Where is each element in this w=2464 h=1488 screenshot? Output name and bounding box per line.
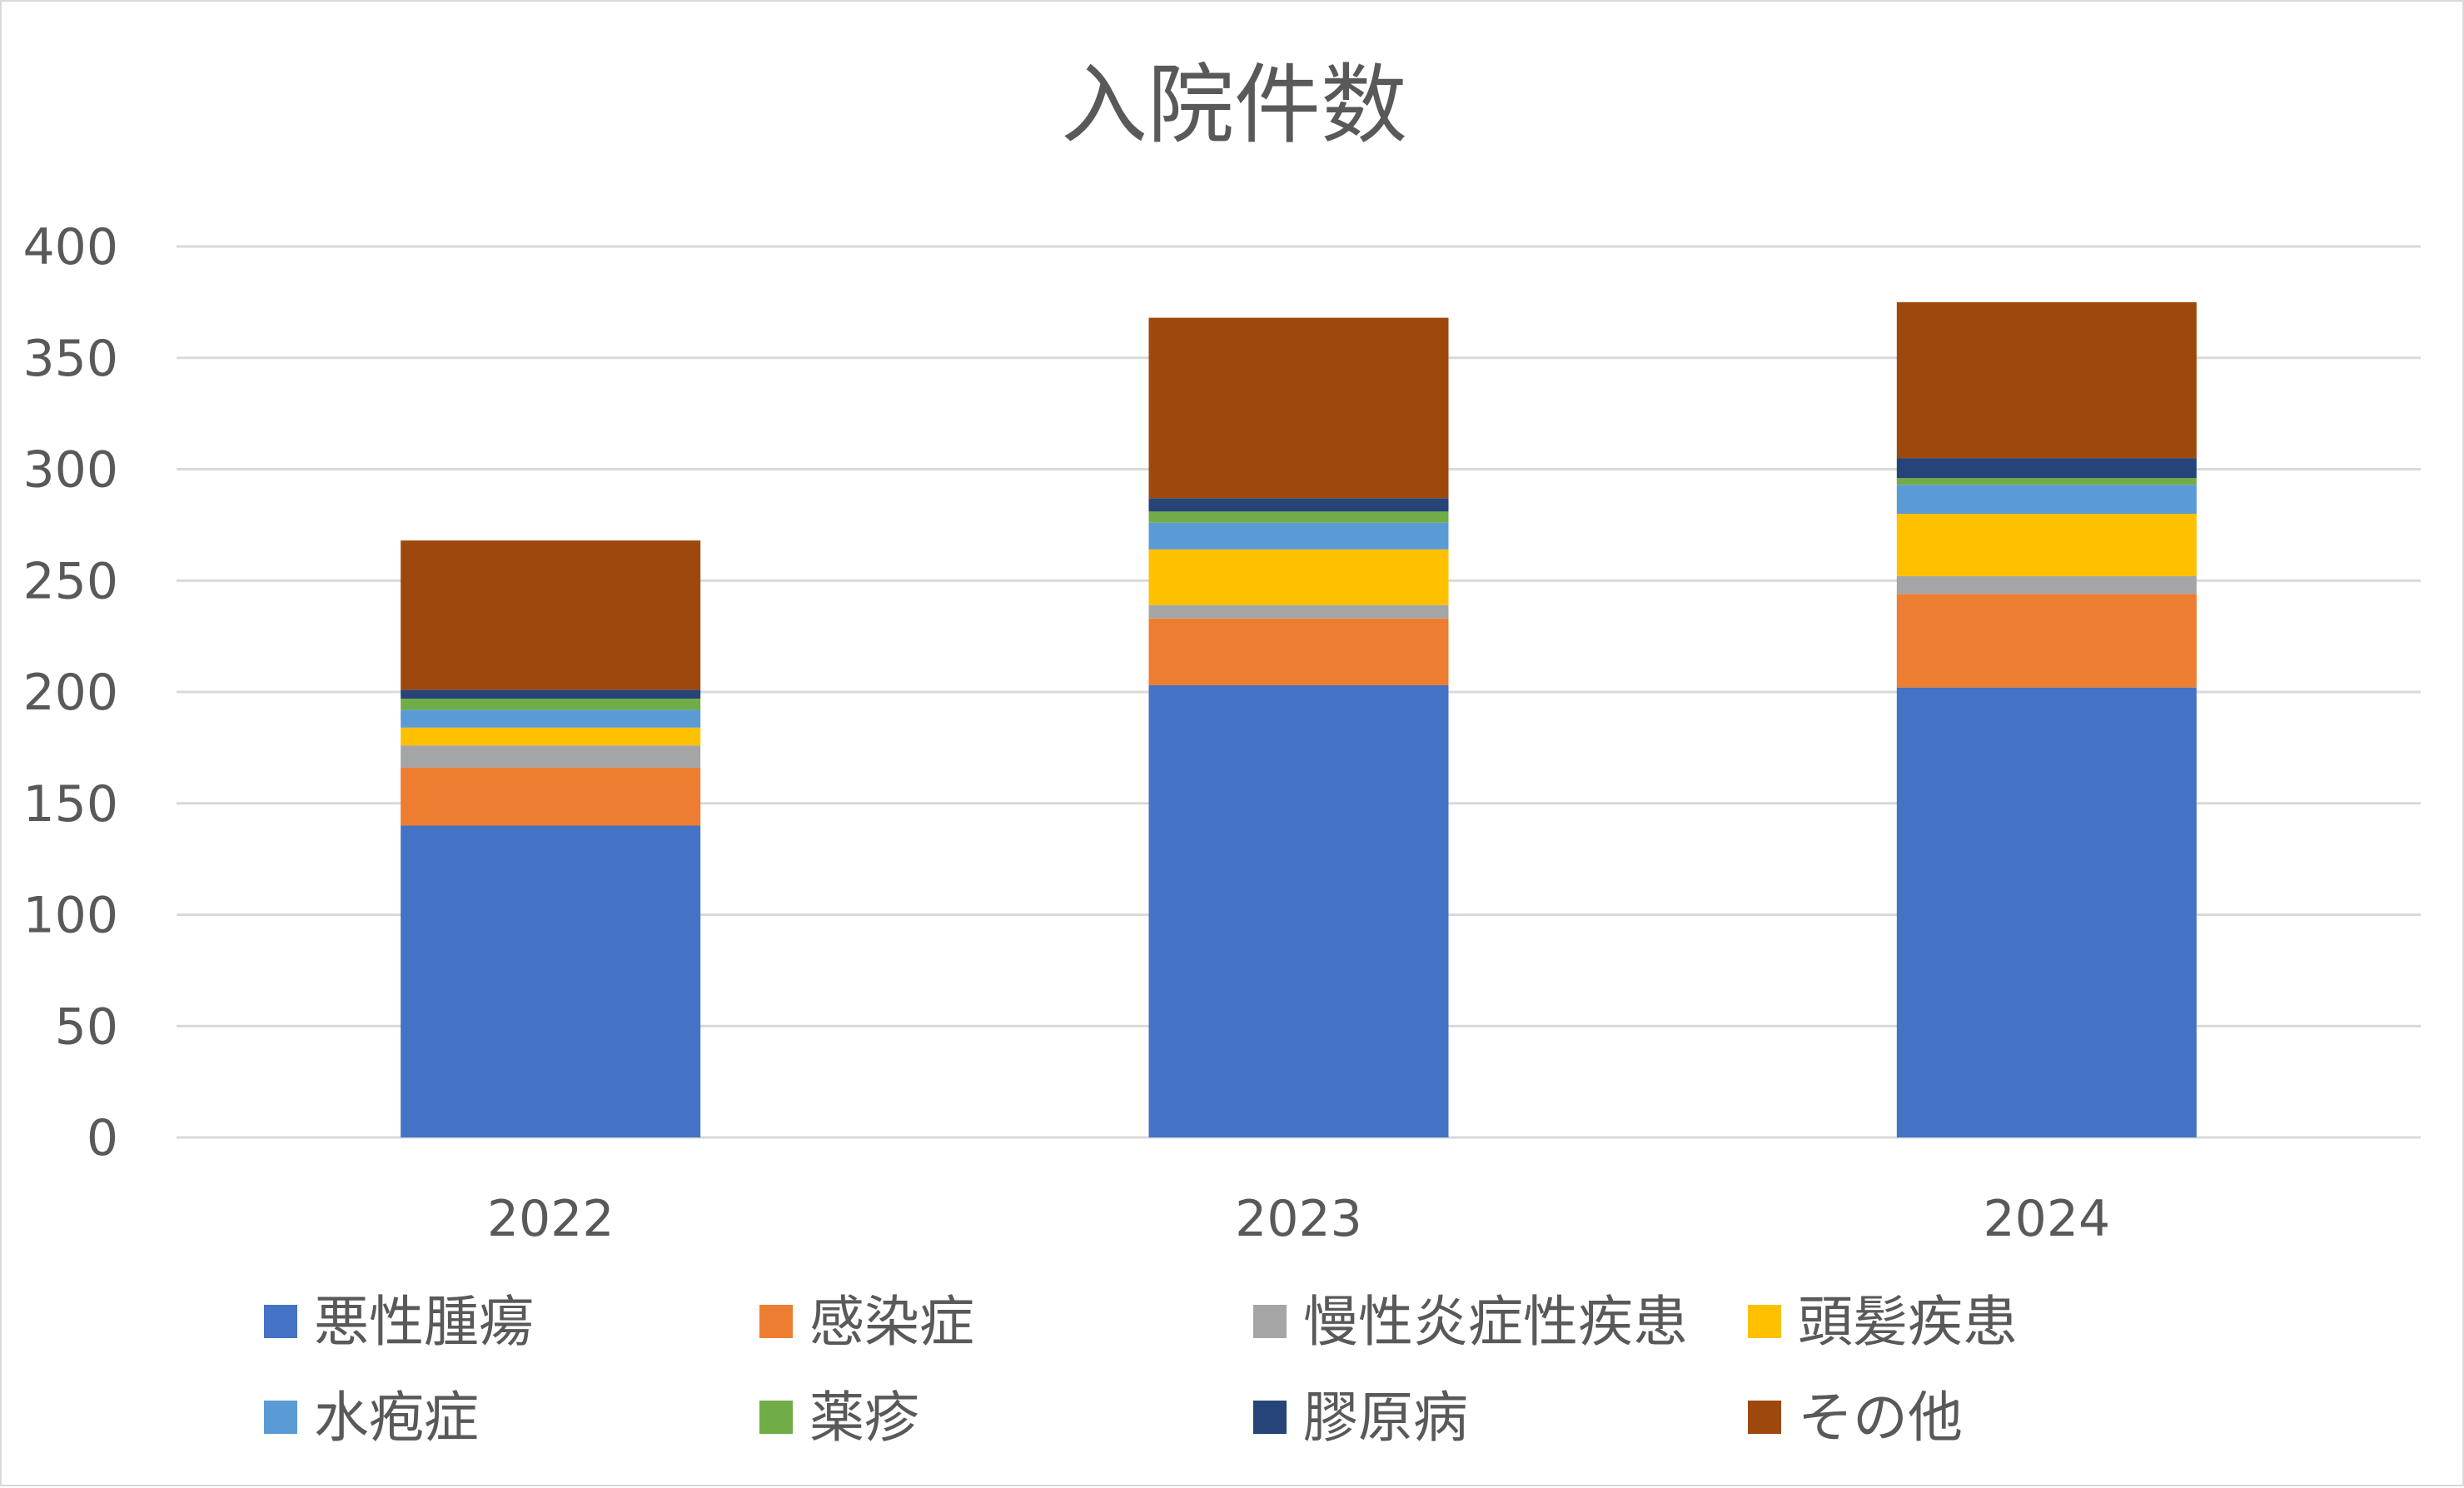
y-tick-label: 400: [22, 218, 118, 276]
bar-segment: [1148, 522, 1449, 550]
bar-segment: [401, 767, 701, 826]
legend-label: 水疱症: [314, 1386, 479, 1450]
legend-label: その他: [1798, 1386, 1963, 1450]
bar-segment: [401, 689, 701, 699]
y-tick-label: 250: [22, 552, 118, 610]
bar-segment: [1896, 594, 2197, 688]
legend-item: 感染症: [759, 1290, 974, 1354]
bar-segment: [1148, 605, 1449, 619]
bar-segment: [1148, 684, 1449, 1137]
bar-segment: [401, 745, 701, 768]
x-tick-label: 2023: [1235, 1190, 1362, 1248]
bar-segment: [1148, 618, 1449, 685]
legend-swatch: [1748, 1305, 1781, 1338]
legend-item: 頭髪疾患: [1748, 1290, 2018, 1354]
bar-segment: [401, 540, 701, 690]
legend-swatch: [264, 1401, 297, 1434]
bar-segment: [401, 709, 701, 728]
chart-title: 入院件数: [1061, 54, 1407, 156]
bar-segment: [401, 825, 701, 1137]
x-axis-ticks: 2022 2023 2024: [487, 1190, 2110, 1248]
legend-item: 薬疹: [759, 1386, 919, 1450]
legend-swatch: [264, 1305, 297, 1338]
bar-segment: [1148, 549, 1449, 605]
bar-segment: [1148, 511, 1449, 523]
legend-item: 慢性炎症性疾患: [1253, 1290, 1688, 1354]
y-axis-ticks: 0 50 100 150 200 250 300 350 400: [22, 218, 118, 1167]
y-tick-label: 0: [87, 1109, 118, 1167]
legend-label: 膠原病: [1303, 1386, 1468, 1450]
legend-item: 悪性腫瘍: [264, 1290, 534, 1354]
legend-swatch: [759, 1401, 793, 1434]
bar-segment: [1896, 458, 2197, 479]
legend-label: 慢性炎症性疾患: [1303, 1290, 1688, 1354]
legend-swatch: [1748, 1401, 1781, 1434]
x-tick-label: 2024: [1983, 1190, 2110, 1248]
bar-segment: [1896, 485, 2197, 514]
legend-label: 感染症: [809, 1290, 974, 1354]
bar-segment: [401, 699, 701, 710]
bar-segment: [1896, 478, 2197, 485]
y-tick-label: 100: [22, 887, 118, 945]
y-tick-label: 50: [55, 998, 118, 1056]
legend-label: 頭髪疾患: [1798, 1290, 2018, 1354]
legend-label: 薬疹: [809, 1386, 919, 1450]
y-tick-label: 200: [22, 664, 118, 722]
bar-segment: [401, 727, 701, 746]
y-tick-label: 350: [22, 330, 118, 388]
legend-item: 水疱症: [264, 1386, 479, 1450]
legend-swatch: [759, 1305, 793, 1338]
legend-label: 悪性腫瘍: [314, 1290, 534, 1354]
bar-segment: [1896, 687, 2197, 1137]
bar-segment: [1148, 317, 1449, 499]
x-tick-label: 2022: [487, 1190, 615, 1248]
bar-segment: [1896, 301, 2197, 459]
legend-swatch: [1253, 1401, 1287, 1434]
y-tick-label: 150: [22, 775, 118, 834]
bar-segment: [1896, 514, 2197, 576]
bar-segment: [1896, 575, 2197, 595]
legend-item: その他: [1748, 1386, 1963, 1450]
y-tick-label: 300: [22, 441, 118, 500]
bar-segment: [1148, 498, 1449, 512]
legend-swatch: [1253, 1305, 1287, 1338]
bars: [401, 301, 2197, 1137]
legend-item: 膠原病: [1253, 1386, 1468, 1450]
